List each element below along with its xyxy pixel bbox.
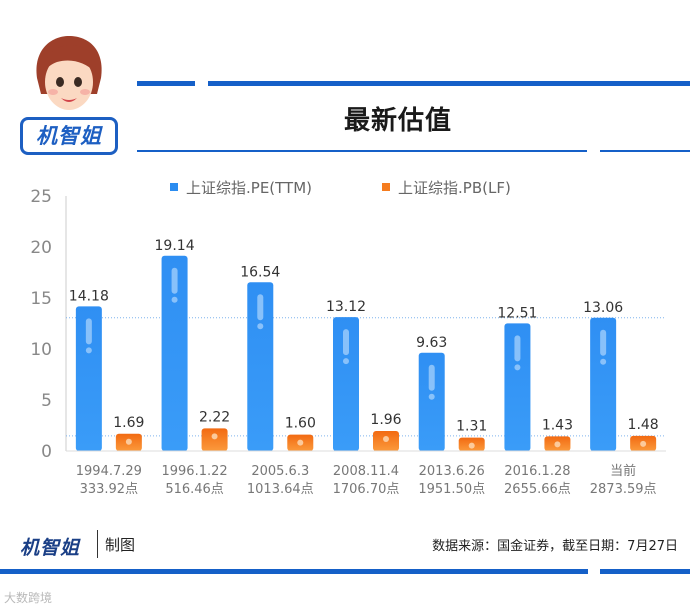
x-tick-label-date: 2005.6.3 bbox=[251, 464, 309, 479]
x-tick-label-index: 2873.59点 bbox=[590, 482, 657, 497]
bar-pb bbox=[201, 428, 228, 451]
bar-pb-highlight-dot bbox=[640, 440, 647, 447]
x-tick-label-date: 1996.1.22 bbox=[161, 464, 227, 479]
legend-label-pb: 上证综指.PB(LF) bbox=[398, 179, 511, 197]
avatar bbox=[36, 36, 102, 110]
page-title: 最新估值 bbox=[343, 106, 452, 136]
x-tick-label-date: 当前 bbox=[610, 463, 636, 479]
footer-made-by: 制图 bbox=[105, 536, 136, 554]
bar-pe bbox=[504, 323, 531, 451]
bar-pe bbox=[247, 282, 274, 451]
legend-swatch-pb bbox=[382, 183, 390, 191]
bar-pe-highlight bbox=[514, 335, 521, 362]
x-tick-label-date: 2008.11.4 bbox=[333, 464, 399, 479]
bar-pe-highlight bbox=[600, 329, 607, 356]
x-tick-label-date: 2013.6.26 bbox=[419, 464, 485, 479]
footer-divider bbox=[97, 530, 98, 558]
legend-swatch-pe bbox=[170, 183, 178, 191]
bar-pb-highlight-dot bbox=[554, 441, 561, 448]
header-bar-right bbox=[208, 81, 690, 86]
x-tick-label-date: 1994.7.29 bbox=[76, 464, 142, 479]
footer: 机智姐 制图 数据来源：国金证券，截至日期：7月27日 bbox=[0, 516, 690, 568]
bar-pe bbox=[418, 352, 445, 451]
data-label-pe: 13.06 bbox=[583, 300, 623, 316]
bar-pe bbox=[161, 255, 188, 451]
data-label-pe: 12.51 bbox=[497, 305, 537, 321]
x-tick-label-index: 1013.64点 bbox=[247, 482, 314, 497]
legend-item-pb: 上证综指.PB(LF) bbox=[382, 177, 511, 198]
bar-pe-highlight-dot bbox=[428, 393, 435, 400]
bar-pe-highlight bbox=[343, 329, 349, 356]
y-tick-label: 10 bbox=[30, 340, 52, 360]
x-tick-label-index: 1706.70点 bbox=[333, 482, 400, 497]
bar-pb-highlight-dot bbox=[383, 436, 389, 443]
data-label-pb: 2.22 bbox=[199, 409, 230, 425]
x-tick-label-index: 2655.66点 bbox=[504, 482, 571, 497]
data-label-pb: 1.43 bbox=[542, 417, 573, 433]
data-label-pb: 1.96 bbox=[370, 412, 401, 428]
footer-bar-left bbox=[0, 569, 588, 574]
bar-pe-highlight bbox=[428, 364, 435, 391]
bar-pe-highlight bbox=[257, 294, 264, 321]
bar-pe-highlight-dot bbox=[171, 296, 178, 303]
y-tick-label: 5 bbox=[41, 391, 52, 411]
bar-pb-highlight-dot bbox=[468, 442, 475, 449]
bar-pe-highlight-dot bbox=[600, 358, 607, 365]
bar-pe-highlight-dot bbox=[257, 323, 264, 330]
data-label-pb: 1.48 bbox=[628, 417, 659, 433]
header-underline-left bbox=[137, 150, 587, 152]
data-label-pe: 19.14 bbox=[155, 238, 195, 254]
y-tick-label: 0 bbox=[41, 442, 52, 462]
data-label-pb: 1.69 bbox=[113, 415, 144, 431]
bar-pb-highlight-dot bbox=[211, 433, 218, 440]
y-tick-label: 15 bbox=[30, 289, 52, 309]
bar-pe bbox=[75, 306, 102, 451]
legend-label-pe: 上证综指.PE(TTM) bbox=[186, 179, 312, 197]
footer-logo: 机智姐 bbox=[20, 537, 81, 559]
y-tick-label: 25 bbox=[30, 187, 52, 207]
data-label-pb: 1.60 bbox=[285, 416, 316, 432]
x-tick-label-index: 516.46点 bbox=[165, 482, 224, 497]
bar-pe bbox=[590, 317, 617, 451]
header-bar-left bbox=[137, 81, 195, 86]
data-label-pe: 14.18 bbox=[69, 288, 109, 304]
y-tick-label: 20 bbox=[30, 238, 52, 258]
footer-bar-right bbox=[600, 569, 690, 574]
legend-item-pe: 上证综指.PE(TTM) bbox=[170, 177, 312, 198]
bar-pe-highlight-dot bbox=[514, 364, 521, 371]
chart-legend: 上证综指.PE(TTM) 上证综指.PB(LF) bbox=[0, 177, 690, 197]
x-tick-label-index: 1951.50点 bbox=[418, 482, 485, 497]
brand-logo: 机智姐 bbox=[20, 117, 118, 155]
bar-pe-highlight-dot bbox=[85, 347, 92, 354]
data-label-pe: 16.54 bbox=[240, 264, 280, 280]
data-label-pb: 1.31 bbox=[456, 419, 487, 435]
bar-pe-highlight bbox=[85, 318, 92, 345]
watermark: 大数跨境 bbox=[4, 591, 53, 605]
data-label-pe: 13.12 bbox=[326, 299, 366, 315]
bar-pe bbox=[333, 317, 359, 451]
data-label-pe: 9.63 bbox=[416, 335, 447, 351]
bar-pe-highlight-dot bbox=[343, 358, 349, 365]
bar-pb-highlight-dot bbox=[125, 438, 132, 445]
bar-pb-highlight-dot bbox=[297, 439, 304, 446]
bar-pe-highlight bbox=[171, 267, 178, 294]
x-tick-label-index: 333.92点 bbox=[80, 482, 139, 497]
x-tick-label-date: 2016.1.28 bbox=[504, 464, 570, 479]
header-underline-right bbox=[600, 150, 690, 152]
footer-source: 数据来源：国金证券，截至日期：7月27日 bbox=[432, 539, 678, 554]
